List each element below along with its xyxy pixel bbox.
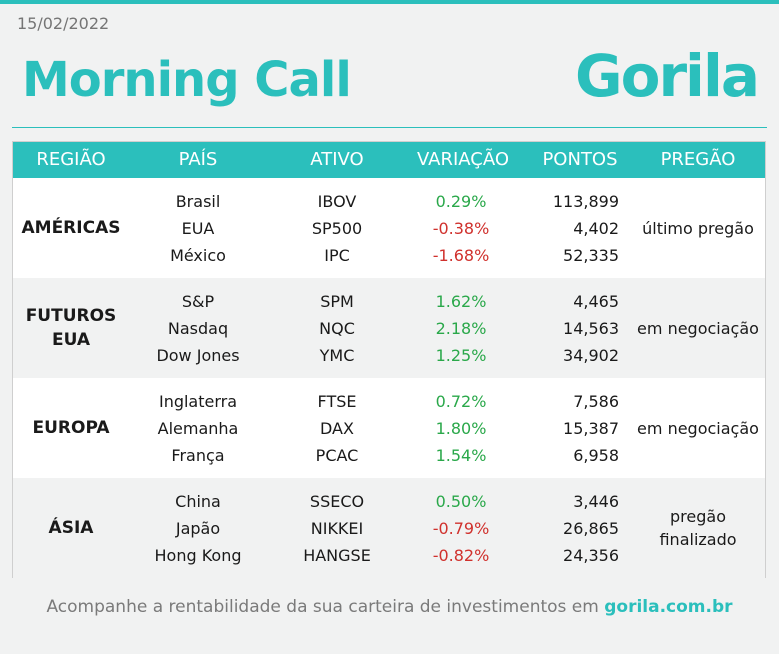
title-divider — [12, 127, 767, 128]
asset-cell: PCAC — [315, 446, 359, 465]
country-cell: EUA — [181, 219, 215, 238]
points-cell: 113,899 — [552, 192, 619, 211]
change-cell: 2.18% — [435, 319, 487, 338]
column-header-session: PREGÃO — [660, 149, 736, 170]
region-group: EUROPA Inglaterra FTSE 0.72% 7,586 Alemanha DA… — [13, 378, 765, 478]
session-status: em negociação — [637, 418, 759, 438]
points-cell: 14,563 — [563, 319, 619, 338]
report-date: 15/02/2022 — [17, 14, 110, 33]
change-cell: 0.72% — [435, 392, 487, 411]
table-header: REGIÃO PAÍS ATIVO VARIAÇÃO PONTOS PREGÃO — [13, 142, 765, 178]
points-cell: 4,465 — [573, 292, 619, 311]
session-status: em negociação — [637, 318, 759, 338]
gorila-logo: Gorila — [575, 42, 760, 110]
gorila-website-link[interactable]: gorila.com.br — [604, 597, 733, 617]
asset-cell: YMC — [319, 346, 355, 365]
country-cell: França — [171, 446, 225, 465]
top-accent-bar — [0, 0, 779, 4]
points-cell: 15,387 — [563, 419, 619, 438]
region-label: AMÉRICAS — [21, 218, 121, 238]
change-cell: -0.79% — [432, 519, 490, 538]
change-cell: 1.80% — [435, 419, 487, 438]
change-cell: 1.25% — [435, 346, 487, 365]
asset-cell: SPM — [320, 292, 354, 311]
asset-cell: FTSE — [317, 392, 357, 411]
column-header-points: PONTOS — [542, 149, 618, 170]
asset-cell: SSECO — [309, 492, 365, 511]
footer-text: Acompanhe a rentabilidade da sua carteir… — [46, 597, 605, 617]
change-cell: -0.38% — [432, 219, 490, 238]
country-cell: Japão — [175, 519, 221, 538]
points-cell: 3,446 — [573, 492, 619, 511]
country-cell: México — [170, 246, 226, 265]
asset-cell: NIKKEI — [310, 519, 364, 538]
country-cell: Brasil — [175, 192, 221, 211]
asset-cell: IPC — [324, 246, 350, 265]
footer-note: Acompanhe a rentabilidade da sua carteir… — [0, 597, 779, 617]
change-cell: 1.54% — [435, 446, 487, 465]
change-cell: 1.62% — [435, 292, 487, 311]
region-group: AMÉRICAS Brasil IBOV 0.29% 113,899 EUA SP500 -0… — [13, 178, 765, 278]
page-title: Morning Call — [22, 52, 352, 108]
asset-cell: HANGSE — [303, 546, 371, 565]
points-cell: 34,902 — [563, 346, 619, 365]
country-cell: Alemanha — [157, 419, 239, 438]
country-cell: Hong Kong — [154, 546, 242, 565]
change-cell: -0.82% — [432, 546, 490, 565]
market-table: REGIÃO PAÍS ATIVO VARIAÇÃO PONTOS PREGÃO… — [12, 141, 766, 578]
region-label: FUTUROS EUA — [25, 306, 117, 350]
column-header-country: PAÍS — [178, 149, 218, 170]
region-group: FUTUROS EUA S&P SPM 1.62% 4,465 Nasdaq NQC 2.18… — [13, 278, 765, 378]
points-cell: 52,335 — [563, 246, 619, 265]
column-header-asset: ATIVO — [310, 149, 364, 170]
country-cell: Inglaterra — [158, 392, 238, 411]
asset-cell: IBOV — [317, 192, 357, 211]
column-header-change: VARIAÇÃO — [416, 149, 510, 170]
change-cell: 0.50% — [435, 492, 487, 511]
session-status: último pregão — [642, 218, 754, 238]
country-cell: Dow Jones — [156, 346, 240, 365]
column-header-region: REGIÃO — [36, 149, 106, 170]
change-cell: -1.68% — [432, 246, 490, 265]
country-cell: Nasdaq — [167, 319, 229, 338]
region-label: EUROPA — [32, 418, 110, 438]
points-cell: 6,958 — [573, 446, 619, 465]
region-group: ÁSIA China SSECO 0.50% 3,446 Japão NIKKEI -0.79… — [13, 478, 765, 578]
region-label: ÁSIA — [48, 518, 94, 538]
session-status: pregão finalizado — [659, 507, 737, 549]
country-cell: S&P — [181, 292, 215, 311]
change-cell: 0.29% — [435, 192, 487, 211]
asset-cell: NQC — [319, 319, 355, 338]
country-cell: China — [175, 492, 221, 511]
points-cell: 26,865 — [563, 519, 619, 538]
points-cell: 7,586 — [573, 392, 619, 411]
asset-cell: DAX — [320, 419, 354, 438]
asset-cell: SP500 — [311, 219, 363, 238]
points-cell: 4,402 — [573, 219, 619, 238]
points-cell: 24,356 — [563, 546, 619, 565]
